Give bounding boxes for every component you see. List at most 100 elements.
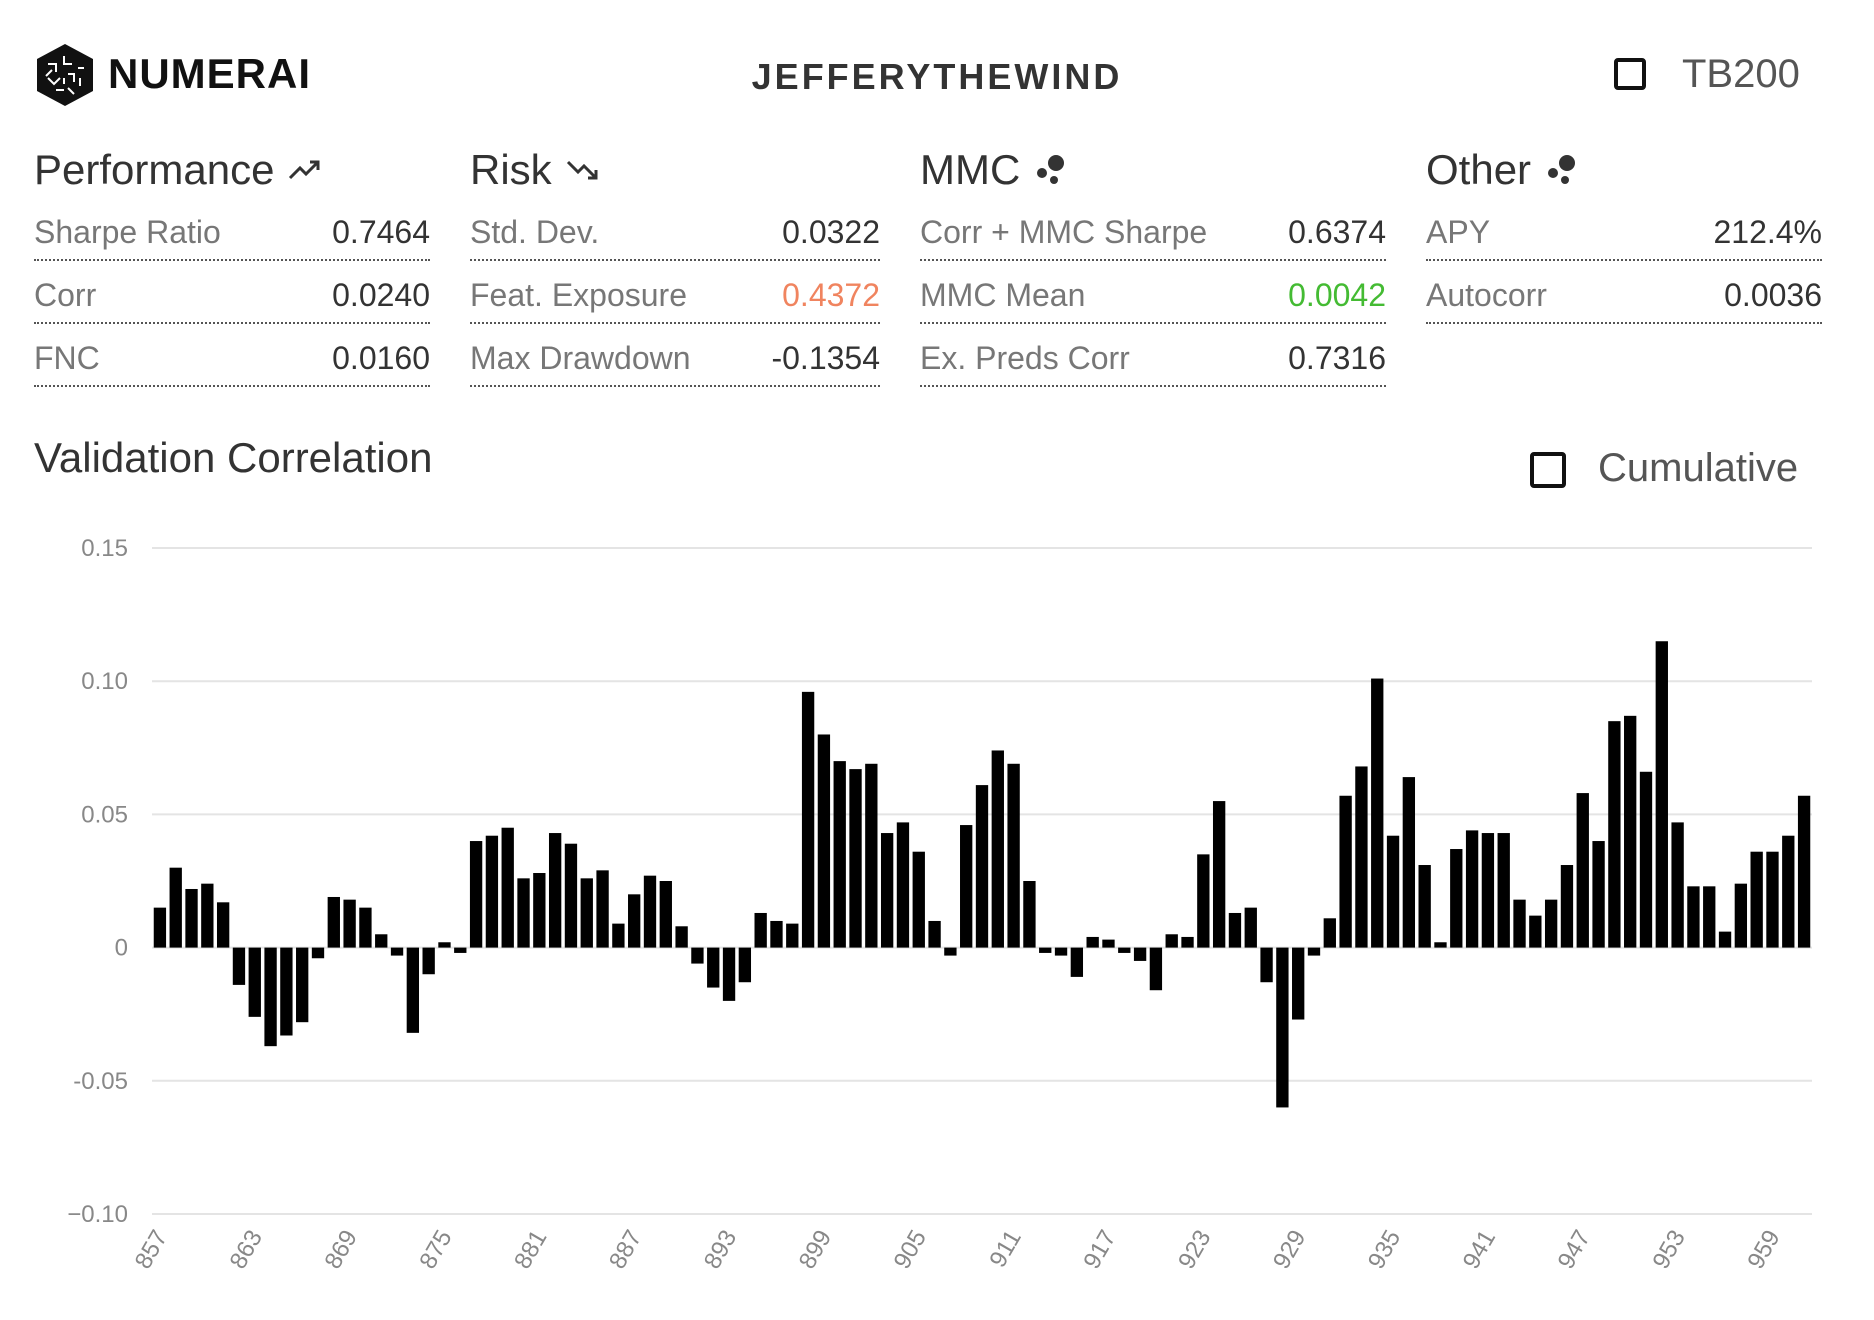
- bar-round-885[interactable]: [596, 870, 609, 948]
- bar-round-902[interactable]: [865, 763, 878, 948]
- bar-round-934[interactable]: [1371, 678, 1384, 948]
- bar-round-941[interactable]: [1481, 833, 1495, 948]
- bar-round-937[interactable]: [1418, 865, 1431, 948]
- bar-round-918[interactable]: [1118, 947, 1131, 953]
- bar-round-879[interactable]: [501, 827, 514, 948]
- bar-round-955[interactable]: [1703, 886, 1716, 948]
- bar-round-951[interactable]: [1639, 771, 1653, 948]
- bar-round-881[interactable]: [533, 873, 546, 948]
- bar-round-932[interactable]: [1339, 795, 1352, 948]
- bar-round-900[interactable]: [833, 761, 846, 948]
- bar-round-873[interactable]: [406, 947, 420, 1033]
- cumulative-label[interactable]: Cumulative: [1598, 446, 1799, 490]
- bar-round-880[interactable]: [517, 878, 530, 948]
- bar-round-872[interactable]: [390, 947, 404, 956]
- bar-round-942[interactable]: [1497, 833, 1510, 948]
- bar-round-904[interactable]: [896, 822, 910, 948]
- bar-round-888[interactable]: [643, 875, 657, 948]
- cumulative-checkbox[interactable]: [1530, 452, 1566, 488]
- bar-round-867[interactable]: [311, 947, 325, 959]
- bar-round-922[interactable]: [1181, 936, 1194, 948]
- bar-round-882[interactable]: [548, 833, 562, 948]
- bar-round-878[interactable]: [485, 835, 499, 948]
- bar-round-931[interactable]: [1323, 918, 1336, 948]
- bar-round-915[interactable]: [1070, 947, 1084, 977]
- bar-round-960[interactable]: [1782, 835, 1795, 948]
- bar-round-924[interactable]: [1212, 801, 1226, 948]
- brand-name[interactable]: NUMERAI: [108, 50, 311, 97]
- bar-round-950[interactable]: [1624, 715, 1637, 948]
- bar-round-916[interactable]: [1086, 936, 1099, 948]
- bar-round-874[interactable]: [422, 947, 435, 975]
- bar-round-868[interactable]: [327, 896, 340, 948]
- bar-round-877[interactable]: [469, 841, 483, 948]
- bar-round-933[interactable]: [1355, 766, 1368, 948]
- bar-round-866[interactable]: [296, 947, 309, 1023]
- bar-round-894[interactable]: [738, 947, 752, 983]
- bar-round-898[interactable]: [801, 691, 815, 948]
- bar-round-906[interactable]: [928, 920, 941, 948]
- bar-round-920[interactable]: [1149, 947, 1163, 991]
- bar-round-917[interactable]: [1102, 939, 1115, 948]
- bar-round-926[interactable]: [1244, 907, 1257, 948]
- bar-round-961[interactable]: [1797, 795, 1811, 948]
- bar-round-861[interactable]: [216, 902, 230, 948]
- bar-round-893[interactable]: [722, 947, 736, 1001]
- bar-round-864[interactable]: [264, 947, 277, 1047]
- bar-round-929[interactable]: [1292, 947, 1305, 1020]
- bar-round-887[interactable]: [628, 894, 641, 948]
- bar-round-956[interactable]: [1718, 931, 1732, 948]
- bar-round-891[interactable]: [691, 947, 704, 964]
- bar-round-896[interactable]: [770, 920, 783, 948]
- bar-round-939[interactable]: [1450, 849, 1463, 948]
- bar-round-943[interactable]: [1513, 899, 1526, 948]
- bar-round-930[interactable]: [1307, 947, 1321, 956]
- bar-round-862[interactable]: [232, 947, 246, 985]
- bar-round-901[interactable]: [849, 769, 862, 948]
- bar-round-905[interactable]: [912, 851, 925, 948]
- bar-round-884[interactable]: [580, 878, 593, 948]
- bar-round-890[interactable]: [675, 926, 688, 948]
- bar-round-907[interactable]: [944, 947, 957, 956]
- bar-round-958[interactable]: [1750, 851, 1763, 948]
- bar-round-925[interactable]: [1228, 912, 1242, 948]
- bar-round-909[interactable]: [975, 785, 989, 948]
- bar-round-860[interactable]: [201, 883, 214, 948]
- bar-round-953[interactable]: [1671, 822, 1684, 948]
- bar-round-892[interactable]: [707, 947, 720, 988]
- bar-round-957[interactable]: [1734, 883, 1748, 948]
- bar-round-871[interactable]: [375, 934, 388, 948]
- bar-round-940[interactable]: [1465, 830, 1479, 948]
- bar-round-927[interactable]: [1260, 947, 1273, 983]
- bar-round-899[interactable]: [817, 734, 831, 948]
- bar-round-928[interactable]: [1276, 947, 1289, 1108]
- bar-round-946[interactable]: [1560, 865, 1574, 948]
- bar-round-921[interactable]: [1165, 934, 1178, 948]
- tb200-checkbox[interactable]: [1614, 58, 1646, 90]
- bar-round-875[interactable]: [438, 942, 451, 948]
- bar-round-857[interactable]: [153, 907, 167, 948]
- bar-round-911[interactable]: [1007, 763, 1020, 948]
- bar-round-954[interactable]: [1687, 886, 1700, 948]
- bar-round-869[interactable]: [343, 899, 356, 948]
- bar-round-858[interactable]: [169, 867, 182, 948]
- bar-round-865[interactable]: [280, 947, 293, 1036]
- bar-round-944[interactable]: [1529, 915, 1542, 948]
- bar-round-945[interactable]: [1544, 899, 1558, 948]
- bar-round-947[interactable]: [1576, 793, 1589, 948]
- bar-round-895[interactable]: [754, 912, 767, 948]
- bar-round-889[interactable]: [659, 881, 672, 948]
- bar-round-903[interactable]: [880, 833, 894, 948]
- bar-round-948[interactable]: [1592, 841, 1605, 948]
- bar-round-908[interactable]: [960, 825, 973, 948]
- bar-round-938[interactable]: [1434, 942, 1447, 948]
- bar-round-910[interactable]: [991, 750, 1004, 948]
- bar-round-949[interactable]: [1608, 721, 1621, 948]
- bar-round-959[interactable]: [1766, 851, 1779, 948]
- tb200-label[interactable]: TB200: [1682, 52, 1800, 96]
- bar-round-923[interactable]: [1197, 854, 1210, 948]
- bar-round-936[interactable]: [1402, 777, 1416, 948]
- bar-round-876[interactable]: [454, 947, 467, 953]
- bar-round-859[interactable]: [185, 888, 198, 948]
- bar-round-886[interactable]: [612, 923, 625, 948]
